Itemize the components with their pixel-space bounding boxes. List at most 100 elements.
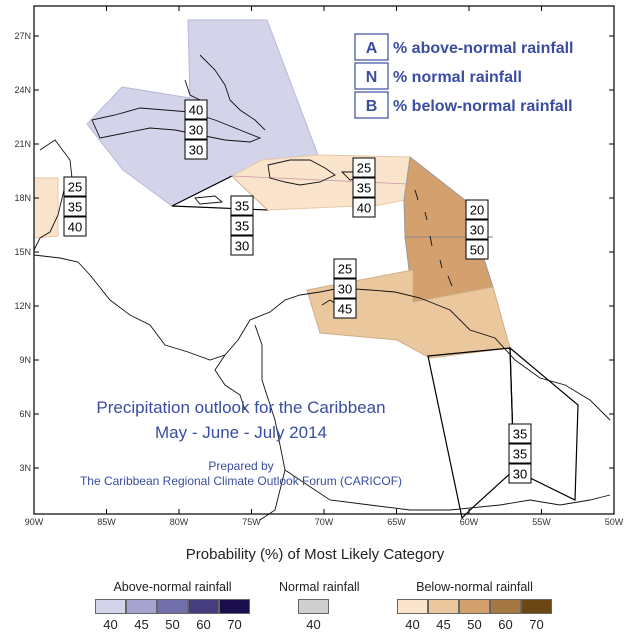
lon-tick-label: 70W [315, 517, 334, 527]
region-guianas [427, 347, 515, 520]
prob-value: 30 [189, 143, 203, 158]
caribbean-outlook-map: 27N 24N 21N 18N 15N 12N 9N 6N 3N 90W 85W 80W 75W 70W… [14, 5, 624, 527]
lon-tick-label: 60W [460, 517, 479, 527]
prob-box [352, 197, 376, 218]
prob-box [465, 199, 489, 220]
prepared-by: Prepared by [208, 459, 273, 473]
prob-box [352, 177, 376, 198]
key-text: % above-normal rainfall [393, 40, 574, 57]
lat-tick-label: 21N [14, 139, 31, 149]
lon-tick-label: 55W [532, 517, 551, 527]
legend-swatch [157, 599, 188, 614]
prob-value: 20 [470, 203, 484, 218]
key-text: % below-normal rainfall [393, 98, 573, 115]
region-belize-yucatan [33, 177, 59, 239]
key-letter: N [366, 69, 378, 86]
prob-box [63, 196, 87, 217]
legend-swatch [298, 599, 329, 614]
key-letter: A [366, 40, 378, 57]
prob-box [63, 176, 87, 197]
legend-swatch [397, 599, 428, 614]
legend-above: Above-normal rainfall 40 45 50 60 70 [95, 580, 250, 632]
prob-box [63, 216, 87, 237]
prob-value: 25 [338, 262, 352, 277]
legend-above-levels: 40 45 50 60 70 [95, 617, 250, 632]
legend-level: 40 [306, 617, 321, 632]
region-jamaica-link [231, 175, 409, 185]
legend-level: 60 [196, 617, 211, 632]
legend-level: 70 [529, 617, 544, 632]
prob-value: 40 [357, 201, 371, 216]
prob-box [184, 99, 208, 120]
legend-level: 60 [498, 617, 513, 632]
prob-box [230, 195, 254, 216]
legend-normal-label: Normal rainfall [279, 580, 360, 594]
latitude-ticks: 27N 24N 21N 18N 15N 12N 9N 6N 3N [14, 31, 614, 473]
legend-level: 45 [134, 617, 149, 632]
lon-tick-label: 85W [97, 517, 116, 527]
prob-box [465, 239, 489, 260]
prob-value: 40 [189, 103, 203, 118]
prob-value: 30 [470, 223, 484, 238]
prob-value: 35 [68, 200, 82, 215]
legend-level: 50 [165, 617, 180, 632]
key-letter-box [354, 62, 389, 90]
prob-value: 25 [357, 161, 371, 176]
lat-tick-label: 18N [14, 193, 31, 203]
longitude-ticks: 90W 85W 80W 75W 70W 65W 60W 55W 50W [25, 6, 624, 527]
legend-above-swatches [95, 599, 250, 614]
prob-box [508, 423, 532, 444]
legend-normal-levels: 40 [279, 617, 360, 632]
lat-tick-label: 3N [19, 463, 31, 473]
prob-box [333, 298, 357, 319]
prob-box [230, 215, 254, 236]
legend-below-label: Below-normal rainfall [416, 580, 533, 594]
prob-value: 35 [357, 181, 371, 196]
legend-normal: Normal rainfall 40 [279, 580, 360, 632]
prob-value: 35 [235, 219, 249, 234]
prob-box [184, 119, 208, 140]
legend-swatch [521, 599, 552, 614]
legend-level: 50 [467, 617, 482, 632]
lat-tick-label: 24N [14, 85, 31, 95]
prob-box [333, 258, 357, 279]
category-key: A % above-normal rainfall N % normal rainfa… [354, 33, 574, 119]
forecast-regions [33, 19, 579, 520]
legend-below: Below-normal rainfall 40 45 50 60 70 [397, 580, 552, 632]
map-title-line1: Precipitation outlook for the Caribbean [96, 398, 385, 417]
prob-box [333, 278, 357, 299]
prob-value: 35 [513, 447, 527, 462]
lat-tick-label: 15N [14, 247, 31, 257]
legend-swatch [490, 599, 521, 614]
key-letter-box [354, 91, 389, 119]
legend-level: 70 [227, 617, 242, 632]
legend-swatch [126, 599, 157, 614]
key-text: % normal rainfall [393, 69, 522, 86]
legend-level: 45 [436, 617, 451, 632]
legend-above-label: Above-normal rainfall [113, 580, 232, 594]
prob-value: 45 [338, 302, 352, 317]
legend-swatch [188, 599, 219, 614]
legend-swatch [219, 599, 250, 614]
probability-boxes: 40 30 30 25 35 40 35 35 30 25 35 40 20 30 50 25 30 45 35 35… [63, 99, 532, 484]
prob-box [508, 463, 532, 484]
legend-title: Probability (%) of Most Likely Category [185, 546, 445, 563]
legend-normal-swatches [279, 599, 360, 614]
lon-tick-label: 80W [170, 517, 189, 527]
legend-swatch [459, 599, 490, 614]
prob-box [508, 443, 532, 464]
prob-value: 25 [68, 180, 82, 195]
prob-box [465, 219, 489, 240]
legend-swatch [428, 599, 459, 614]
prob-value: 30 [513, 467, 527, 482]
lat-tick-label: 12N [14, 301, 31, 311]
lat-tick-label: 27N [14, 31, 31, 41]
map-title-line2: May - June - July 2014 [155, 423, 327, 442]
prob-value: 50 [470, 243, 484, 258]
lon-tick-label: 90W [25, 517, 44, 527]
organization: The Caribbean Regional Climate Outlook F… [80, 474, 402, 488]
prob-box [352, 157, 376, 178]
lon-tick-label: 50W [605, 517, 624, 527]
lat-tick-label: 6N [19, 409, 31, 419]
prob-box [230, 235, 254, 256]
